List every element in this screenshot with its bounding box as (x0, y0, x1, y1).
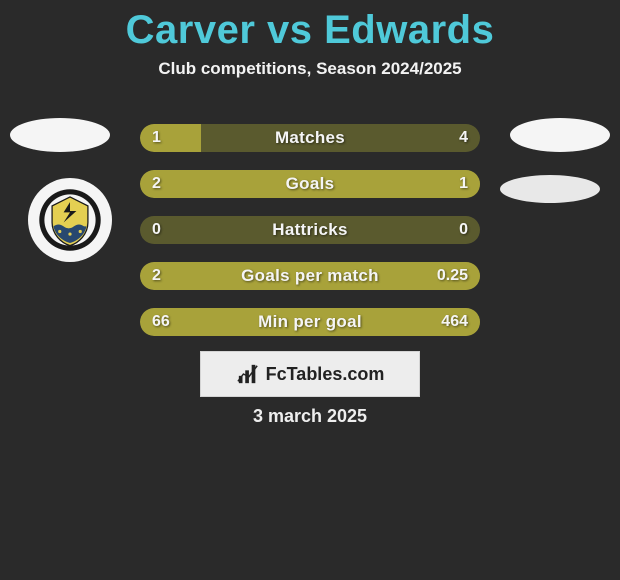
player-left-logo-placeholder (10, 118, 110, 152)
stat-label: Goals per match (140, 262, 480, 290)
stat-bar: 2Goals per match0.25 (140, 262, 480, 290)
player-right-logo-placeholder-1 (510, 118, 610, 152)
subtitle: Club competitions, Season 2024/2025 (0, 59, 620, 79)
stat-label: Goals (140, 170, 480, 198)
stat-label: Matches (140, 124, 480, 152)
stat-value-right: 0.25 (437, 262, 468, 290)
southport-crest-icon (38, 188, 102, 252)
stat-value-right: 464 (441, 308, 468, 336)
bar-chart-icon (236, 363, 260, 385)
stat-bar: 0Hattricks0 (140, 216, 480, 244)
date-caption: 3 march 2025 (0, 406, 620, 427)
stat-bar: 66Min per goal464 (140, 308, 480, 336)
stat-value-right: 0 (459, 216, 468, 244)
player-right-logo-placeholder-2 (500, 175, 600, 203)
stat-label: Hattricks (140, 216, 480, 244)
page-title: Carver vs Edwards (0, 0, 620, 53)
stat-bar: 1Matches4 (140, 124, 480, 152)
brand-text: FcTables.com (266, 364, 385, 385)
stat-value-right: 4 (459, 124, 468, 152)
stat-value-right: 1 (459, 170, 468, 198)
stat-bar: 2Goals1 (140, 170, 480, 198)
comparison-bars: 1Matches42Goals10Hattricks02Goals per ma… (140, 124, 480, 354)
stat-label: Min per goal (140, 308, 480, 336)
brand-watermark: FcTables.com (200, 351, 420, 397)
club-crest (28, 178, 112, 262)
